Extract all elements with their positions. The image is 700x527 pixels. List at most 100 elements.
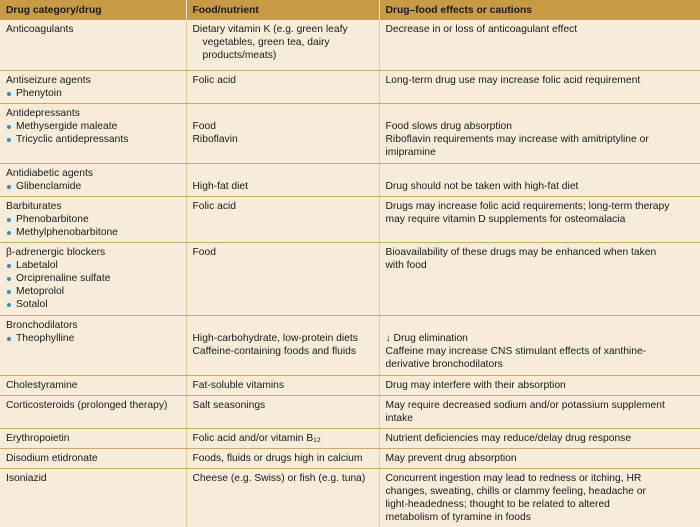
food-text: vegetables, green tea, dairy — [202, 37, 330, 48]
drug-cell: Antidepressants Methysergide maleate Tricy… — [0, 103, 187, 164]
header-food: Food/nutrient — [186, 0, 380, 20]
drug-category: β-adrenergic blockers — [6, 246, 106, 258]
effect-text: with food — [385, 259, 427, 271]
food-text: Folic acid — [192, 200, 237, 212]
table-row: Corticosteroids (prolonged therapy) Salt… — [0, 395, 700, 429]
food-cell: Food Riboflavin — [186, 103, 380, 164]
effect-text: Bioavailability of these drugs may be en… — [385, 246, 657, 258]
drug-category: Cholestyramine — [6, 379, 78, 391]
effect-cell: Decrease in or loss of anticoagulant eff… — [379, 20, 700, 71]
effect-cell: ↓ Drug elimination Caffeine may increase … — [379, 315, 700, 376]
effect-cell: Concurrent ingestion may lead to redness… — [379, 468, 700, 527]
effect-cell: Bioavailability of these drugs may be en… — [379, 242, 700, 316]
food-cell: High-fat diet — [186, 163, 380, 197]
drug-cell: Corticosteroids (prolonged therapy) — [0, 395, 187, 429]
food-cell: Food — [186, 242, 380, 316]
effect-text: light-headedness; thought to be related … — [385, 498, 610, 510]
drug-category: Barbiturates — [6, 200, 62, 212]
drug-category: Antidepressants — [6, 107, 80, 119]
effect-cell: Drug should not be taken with high-fat d… — [379, 163, 700, 197]
food-text: Foods, fluids or drugs high in calcium — [192, 452, 363, 464]
effect-text: Concurrent ingestion may lead to redness… — [385, 472, 642, 484]
drug-item: Glibenclamide — [6, 180, 180, 193]
effect-cell: Nutrient deficiencies may reduce/delay d… — [379, 428, 700, 449]
table-row: Bronchodilators Theophylline High-carbohy… — [0, 315, 700, 376]
effect-text: Long-term drug use may increase folic ac… — [385, 74, 641, 86]
food-text: Caffeine-containing foods and fluids — [192, 345, 357, 357]
drug-category: Bronchodilators — [6, 319, 78, 331]
effect-text: May require decreased sodium and/or pota… — [385, 399, 665, 411]
drug-category: Isoniazid — [6, 472, 47, 484]
effect-text: Nutrient deficiencies may reduce/delay d… — [385, 432, 632, 444]
effect-text: Decrease in or loss of anticoagulant eff… — [385, 24, 578, 35]
table-row: Isoniazid Cheese (e.g. Swiss) or fish (e… — [0, 468, 700, 527]
food-cell: Cheese (e.g. Swiss) or fish (e.g. tuna) — [186, 468, 380, 527]
food-text: High-carbohydrate, low-protein diets — [192, 332, 358, 344]
effect-text: Riboflavin requirements may increase wit… — [385, 133, 649, 145]
food-cell: Folic acid — [186, 196, 380, 243]
drug-item: Sotalol — [6, 298, 180, 311]
drug-item: Phenytoin — [6, 87, 180, 100]
table-row: β-adrenergic blockers Labetalol Orciprenal… — [0, 242, 700, 316]
effect-cell: Long-term drug use may increase folic ac… — [379, 70, 700, 104]
drug-cell: Isoniazid — [0, 468, 187, 527]
drug-category: Corticosteroids (prolonged therapy) — [6, 399, 168, 411]
food-cell: Fat-soluble vitamins — [186, 375, 380, 396]
effect-text: metabolism of tyramine in foods — [385, 511, 531, 523]
food-text: Food — [192, 246, 216, 258]
drug-category: Disodium etidronate — [6, 452, 98, 464]
drug-category: Anticoagulants — [6, 24, 74, 35]
drug-item: Phenobarbitone — [6, 213, 180, 226]
drug-item: Methylphenobarbitone — [6, 226, 180, 239]
drug-cell: Bronchodilators Theophylline — [0, 315, 187, 376]
header-drug: Drug category/drug — [0, 0, 187, 20]
food-cell: High-carbohydrate, low-protein diets Caff… — [186, 315, 380, 376]
header-row: Drug category/drug Food/nutrient Drug–fo… — [0, 0, 700, 20]
food-text: Folic acid and/or vitamin B₁₂ — [192, 432, 321, 444]
effect-cell: May prevent drug absorption — [379, 448, 700, 469]
drug-item: Metoprolol — [6, 285, 180, 298]
drug-item: Tricyclic antidepressants — [6, 133, 180, 146]
food-cell: Dietary vitamin K (e.g. green leafy veget… — [186, 20, 380, 71]
effect-text: May prevent drug absorption — [385, 452, 517, 464]
effect-cell: Drug may interfere with their absorption — [379, 375, 700, 396]
table-row: Erythropoietin Folic acid and/or vitamin… — [0, 428, 700, 449]
food-cell: Folic acid — [186, 70, 380, 104]
header-effect: Drug–food effects or cautions — [379, 0, 700, 20]
table-row: Cholestyramine Fat-soluble vitamins Drug… — [0, 375, 700, 396]
drug-cell: Disodium etidronate — [0, 448, 187, 469]
food-text: Cheese (e.g. Swiss) or fish (e.g. tuna) — [192, 472, 366, 484]
effect-cell: Food slows drug absorption Riboflavin req… — [379, 103, 700, 164]
table-row: Antidiabetic agents Glibenclamide High-fa… — [0, 163, 700, 197]
effect-text: intake — [385, 412, 413, 424]
drug-cell: Cholestyramine — [0, 375, 187, 396]
food-text: Food — [192, 120, 216, 132]
drug-cell: Barbiturates Phenobarbitone Methylphenobar… — [0, 196, 187, 243]
food-text: Folic acid — [192, 74, 237, 86]
effect-text: Drug may interfere with their absorption — [385, 379, 566, 391]
drug-category: Antiseizure agents — [6, 74, 91, 86]
table-row: Barbiturates Phenobarbitone Methylphenobar… — [0, 196, 700, 243]
drug-item: Methysergide maleate — [6, 120, 180, 133]
effect-text: ↓ Drug elimination — [385, 332, 468, 344]
drug-cell: Anticoagulants — [0, 20, 187, 71]
drug-item: Theophylline — [6, 332, 180, 345]
table-row: Disodium etidronate Foods, fluids or dru… — [0, 448, 700, 469]
table-row: Antidepressants Methysergide maleate Tricy… — [0, 103, 700, 164]
drug-category: Erythropoietin — [6, 432, 70, 444]
table-row: Antiseizure agents Phenytoin Folic acid L… — [0, 70, 700, 104]
drug-cell: Antidiabetic agents Glibenclamide — [0, 163, 187, 197]
effect-text: imipramine — [385, 146, 436, 158]
food-cell: Folic acid and/or vitamin B₁₂ — [186, 428, 380, 449]
effect-text: changes, sweating, chills or clammy feel… — [385, 485, 646, 497]
food-text: High-fat diet — [192, 180, 249, 192]
food-cell: Salt seasonings — [186, 395, 380, 429]
drug-cell: Antiseizure agents Phenytoin — [0, 70, 187, 104]
food-text: Fat-soluble vitamins — [192, 379, 285, 391]
effect-cell: May require decreased sodium and/or pota… — [379, 395, 700, 429]
table-row: Anticoagulants Dietary vitamin K (e.g. g… — [0, 20, 700, 71]
effect-text: derivative bronchodilators — [385, 358, 503, 370]
effect-text: Drugs may increase folic acid requiremen… — [385, 200, 670, 212]
drug-cell: Erythropoietin — [0, 428, 187, 449]
